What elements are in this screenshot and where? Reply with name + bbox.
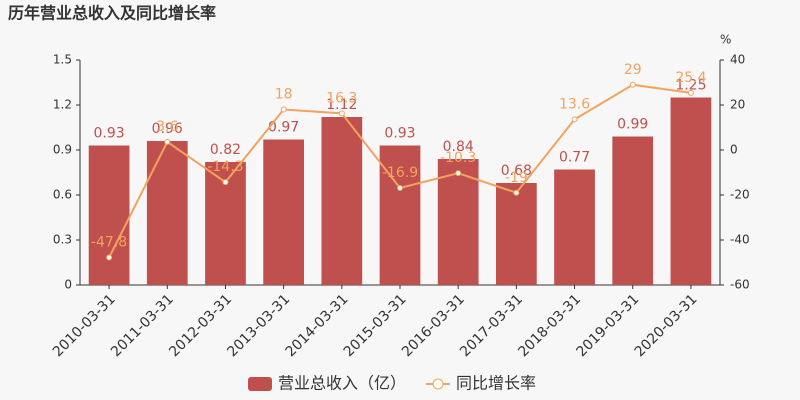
line-point [338,110,345,117]
line-value-label: 3.6 [156,119,178,135]
bar-value-label: 0.96 [152,121,183,137]
line-point [513,189,520,196]
chart-title: 历年营业总收入及同比增长率 [8,4,216,23]
bar [263,139,304,285]
y-tick-label: 0 [64,278,72,292]
y-tick-label: 1.5 [53,53,72,67]
bar-value-label: 0.84 [443,139,474,155]
legend-label: 营业总收入（亿） [278,374,406,393]
legend-swatch [248,377,272,391]
bar [321,117,363,285]
y2-tick-label: 20 [730,98,745,112]
y2-tick-label: -60 [730,278,750,292]
line-point [629,81,636,88]
bar-value-label: 0.82 [210,142,241,158]
bar [88,145,130,285]
line-point [222,179,229,186]
line-value-label: 16.3 [326,90,357,106]
bar [554,169,595,285]
y-tick-label: 0.9 [53,143,72,157]
line-value-label: -14.3 [207,159,243,175]
line-point [455,170,462,177]
y2-tick-label: 40 [730,53,745,67]
bar-value-label: 0.99 [617,117,648,133]
y-tick-label: 1.2 [53,98,72,112]
line-value-label: -10.3 [440,150,476,166]
bar-value-label: 1.25 [675,78,706,94]
line-point [280,106,287,113]
line-value-label: -47.8 [91,235,127,251]
y-tick-label: 0.6 [53,188,72,202]
y2-tick-label: -40 [730,233,750,247]
y-tick-label: 0.3 [53,233,72,247]
line-point [687,89,694,96]
line-value-label: 18 [275,87,293,103]
bar [379,145,421,285]
y2-tick-label: -20 [730,188,750,202]
line-value-label: 25.4 [675,70,706,86]
bar-value-label: 0.77 [559,150,590,166]
bar [670,97,712,285]
line-value-label: 29 [624,62,642,78]
bar-value-label: 1.12 [326,97,357,113]
line-value-label: -16.9 [382,165,418,181]
bar-value-label: 0.97 [268,120,299,136]
y2-axis-label: % [720,33,731,47]
line-point [397,185,403,192]
bar-value-label: 0.93 [384,126,415,142]
bar-value-label: 0.68 [501,163,532,179]
x-tick-label: 2020-03-31 [632,291,701,360]
line-point [164,138,171,145]
line-value-label: 13.6 [559,96,590,112]
bar [146,141,188,285]
line-value-label: -19 [505,170,528,186]
bar [612,136,654,285]
legend-swatch [432,378,444,390]
legend-label: 同比增长率 [456,374,536,393]
y2-tick-label: 0 [730,143,738,157]
bar [496,183,537,285]
bar-value-label: 0.93 [94,126,125,142]
bar [437,159,479,285]
line-point [571,116,578,123]
line-point [106,254,113,261]
